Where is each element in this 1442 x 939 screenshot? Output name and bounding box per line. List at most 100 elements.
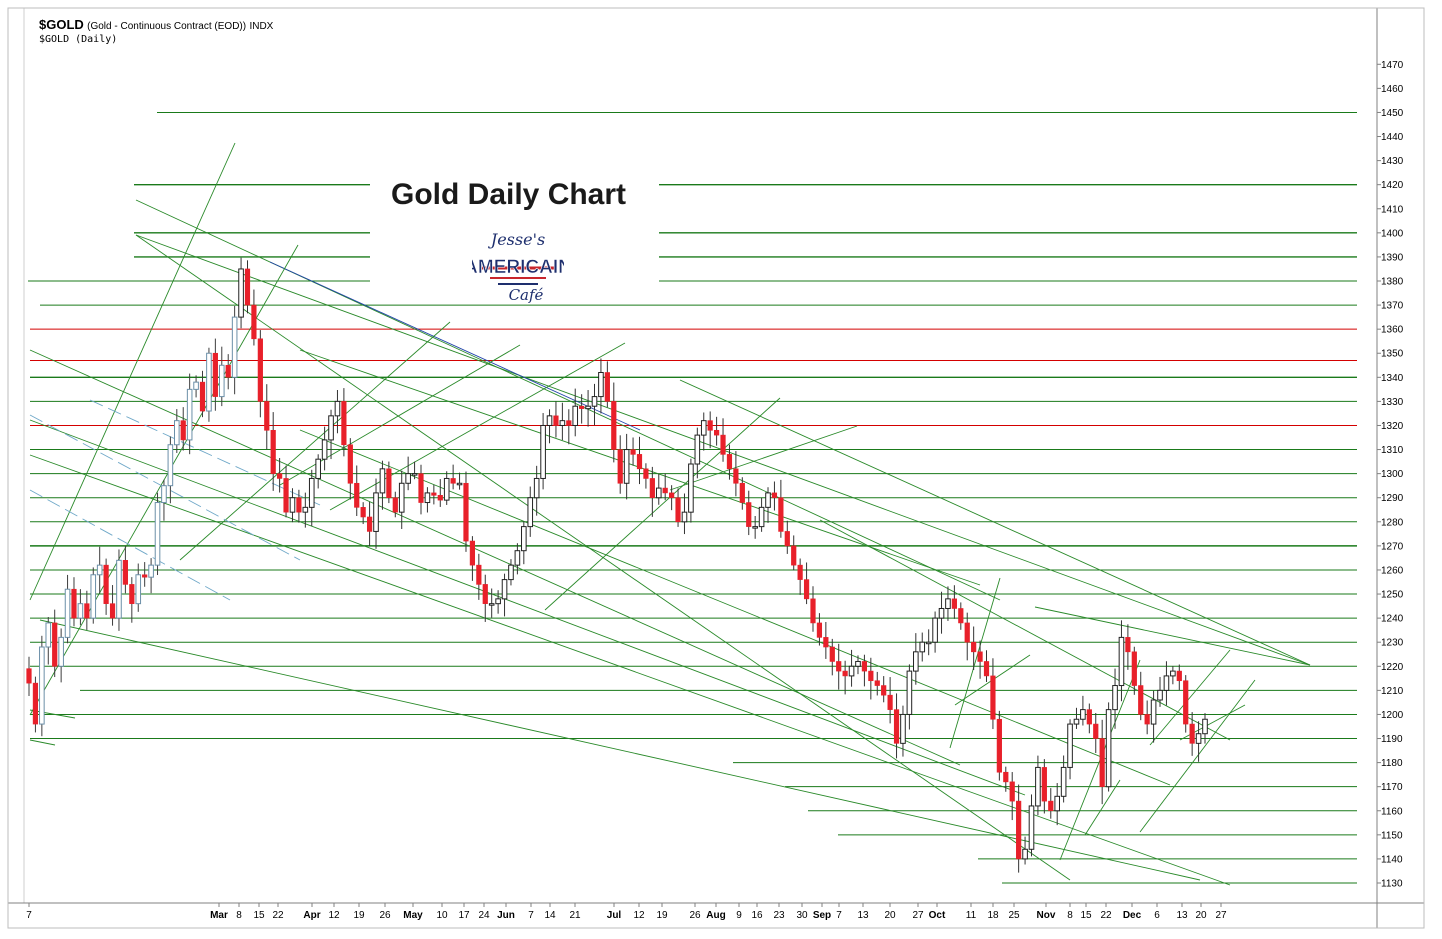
candle-up: [328, 415, 334, 441]
date-tick-label: 26: [379, 910, 391, 921]
candle-up: [411, 473, 418, 476]
candle-up: [848, 665, 855, 677]
candle-down: [264, 401, 270, 431]
price-tick-label: 1310: [1381, 445, 1404, 456]
candle-down: [803, 579, 810, 600]
candles: [26, 257, 1208, 873]
candle-down: [958, 608, 964, 624]
candle-down: [437, 495, 443, 501]
candle-up: [206, 352, 212, 412]
date-tick-label: Aug: [706, 910, 725, 921]
candle-down: [887, 694, 893, 710]
date-tick-label: 13: [1176, 910, 1188, 921]
date-tick-label: 19: [656, 910, 668, 921]
candle-up: [591, 396, 598, 407]
candle-up: [1150, 699, 1157, 725]
candle-up: [1054, 795, 1060, 812]
candle-down: [270, 429, 276, 474]
candle-up: [521, 526, 527, 552]
logo-line1: Jesse's: [488, 230, 545, 249]
candle-down: [84, 603, 90, 619]
candle-down: [32, 682, 39, 725]
candle-down: [103, 564, 109, 604]
candle-down: [418, 473, 424, 503]
candle-up: [932, 617, 938, 643]
date-tick-label: Dec: [1123, 910, 1142, 921]
candle-down: [816, 622, 823, 638]
candle-down: [829, 646, 835, 662]
candle-up: [373, 492, 379, 532]
date-tick-label: 6: [1154, 910, 1160, 921]
trend-line: [89, 399, 321, 506]
candle-down: [366, 516, 373, 532]
date-tick-label: 13: [857, 910, 869, 921]
candle-up: [765, 492, 771, 508]
trend-line: [29, 419, 1026, 796]
symbol: $GOLD: [39, 17, 84, 32]
candle-down: [341, 401, 347, 446]
candle-down: [746, 502, 752, 527]
candle-up: [681, 511, 688, 523]
date-tick-label: 15: [253, 910, 265, 921]
candle-down: [964, 622, 970, 643]
candle-down: [225, 364, 231, 378]
price-tick-label: 1430: [1381, 156, 1404, 167]
candle-down: [347, 444, 353, 484]
candle-up: [758, 506, 765, 528]
candle-down: [810, 598, 816, 624]
candle-up: [514, 550, 521, 566]
candle-up: [174, 420, 180, 446]
date-tick-label: 24: [478, 910, 490, 921]
price-tick-label: 1280: [1381, 517, 1404, 528]
date-tick-label: Sep: [813, 910, 831, 921]
price-tick-label: 1390: [1381, 252, 1404, 263]
candle-down: [893, 709, 900, 744]
candle-up: [1073, 718, 1080, 725]
candle-down: [983, 661, 990, 677]
candle-down: [199, 381, 206, 412]
price-tick-label: 1350: [1381, 349, 1404, 360]
price-tick-label: 1410: [1381, 204, 1404, 215]
price-tick-label: 1260: [1381, 565, 1404, 576]
candle-down: [212, 352, 218, 397]
candle-down: [26, 668, 32, 684]
candle-down: [662, 487, 668, 494]
candle-down: [630, 449, 636, 455]
candle-down: [874, 680, 880, 686]
price-axis: 1130 1140 1150 1160 1170 1180 1190 1200 1210 1220…: [1377, 60, 1404, 890]
price-tick-label: 1450: [1381, 108, 1404, 119]
candle-down: [604, 372, 610, 402]
candle-down: [971, 641, 977, 653]
trend-line: [269, 261, 641, 431]
candle-up: [945, 598, 951, 609]
candle-down: [861, 661, 868, 672]
date-tick-label: Jun: [497, 910, 515, 921]
candle-up: [1163, 675, 1170, 691]
trend-line: [669, 425, 858, 491]
candle-down: [868, 670, 874, 682]
trend-line: [29, 142, 236, 601]
candle-up: [39, 646, 45, 725]
price-tick-label: 1130: [1381, 879, 1403, 890]
candle-down: [360, 507, 366, 518]
date-tick-label: Oct: [929, 910, 946, 921]
date-tick-label: 27: [1215, 910, 1227, 921]
candle-up: [315, 458, 321, 479]
trend-line: [949, 577, 1001, 749]
candle-down: [778, 497, 784, 532]
candle-up: [96, 564, 103, 576]
trend-line: [1139, 679, 1256, 833]
americain-cafe-logo: Jesse's AMERICAIN Café: [472, 230, 564, 304]
candle-up: [752, 526, 758, 529]
candle-up: [855, 660, 861, 667]
price-tick-label: 1240: [1381, 614, 1404, 625]
candle-down: [431, 492, 437, 496]
candle-down: [386, 468, 392, 499]
candle-up: [302, 506, 309, 513]
trend-line: [679, 379, 1311, 666]
price-tick-label: 1200: [1381, 710, 1404, 721]
candle-up: [700, 420, 707, 436]
candle-down: [244, 268, 251, 306]
date-tick-label: 8: [236, 910, 242, 921]
candle-up: [1112, 685, 1118, 711]
